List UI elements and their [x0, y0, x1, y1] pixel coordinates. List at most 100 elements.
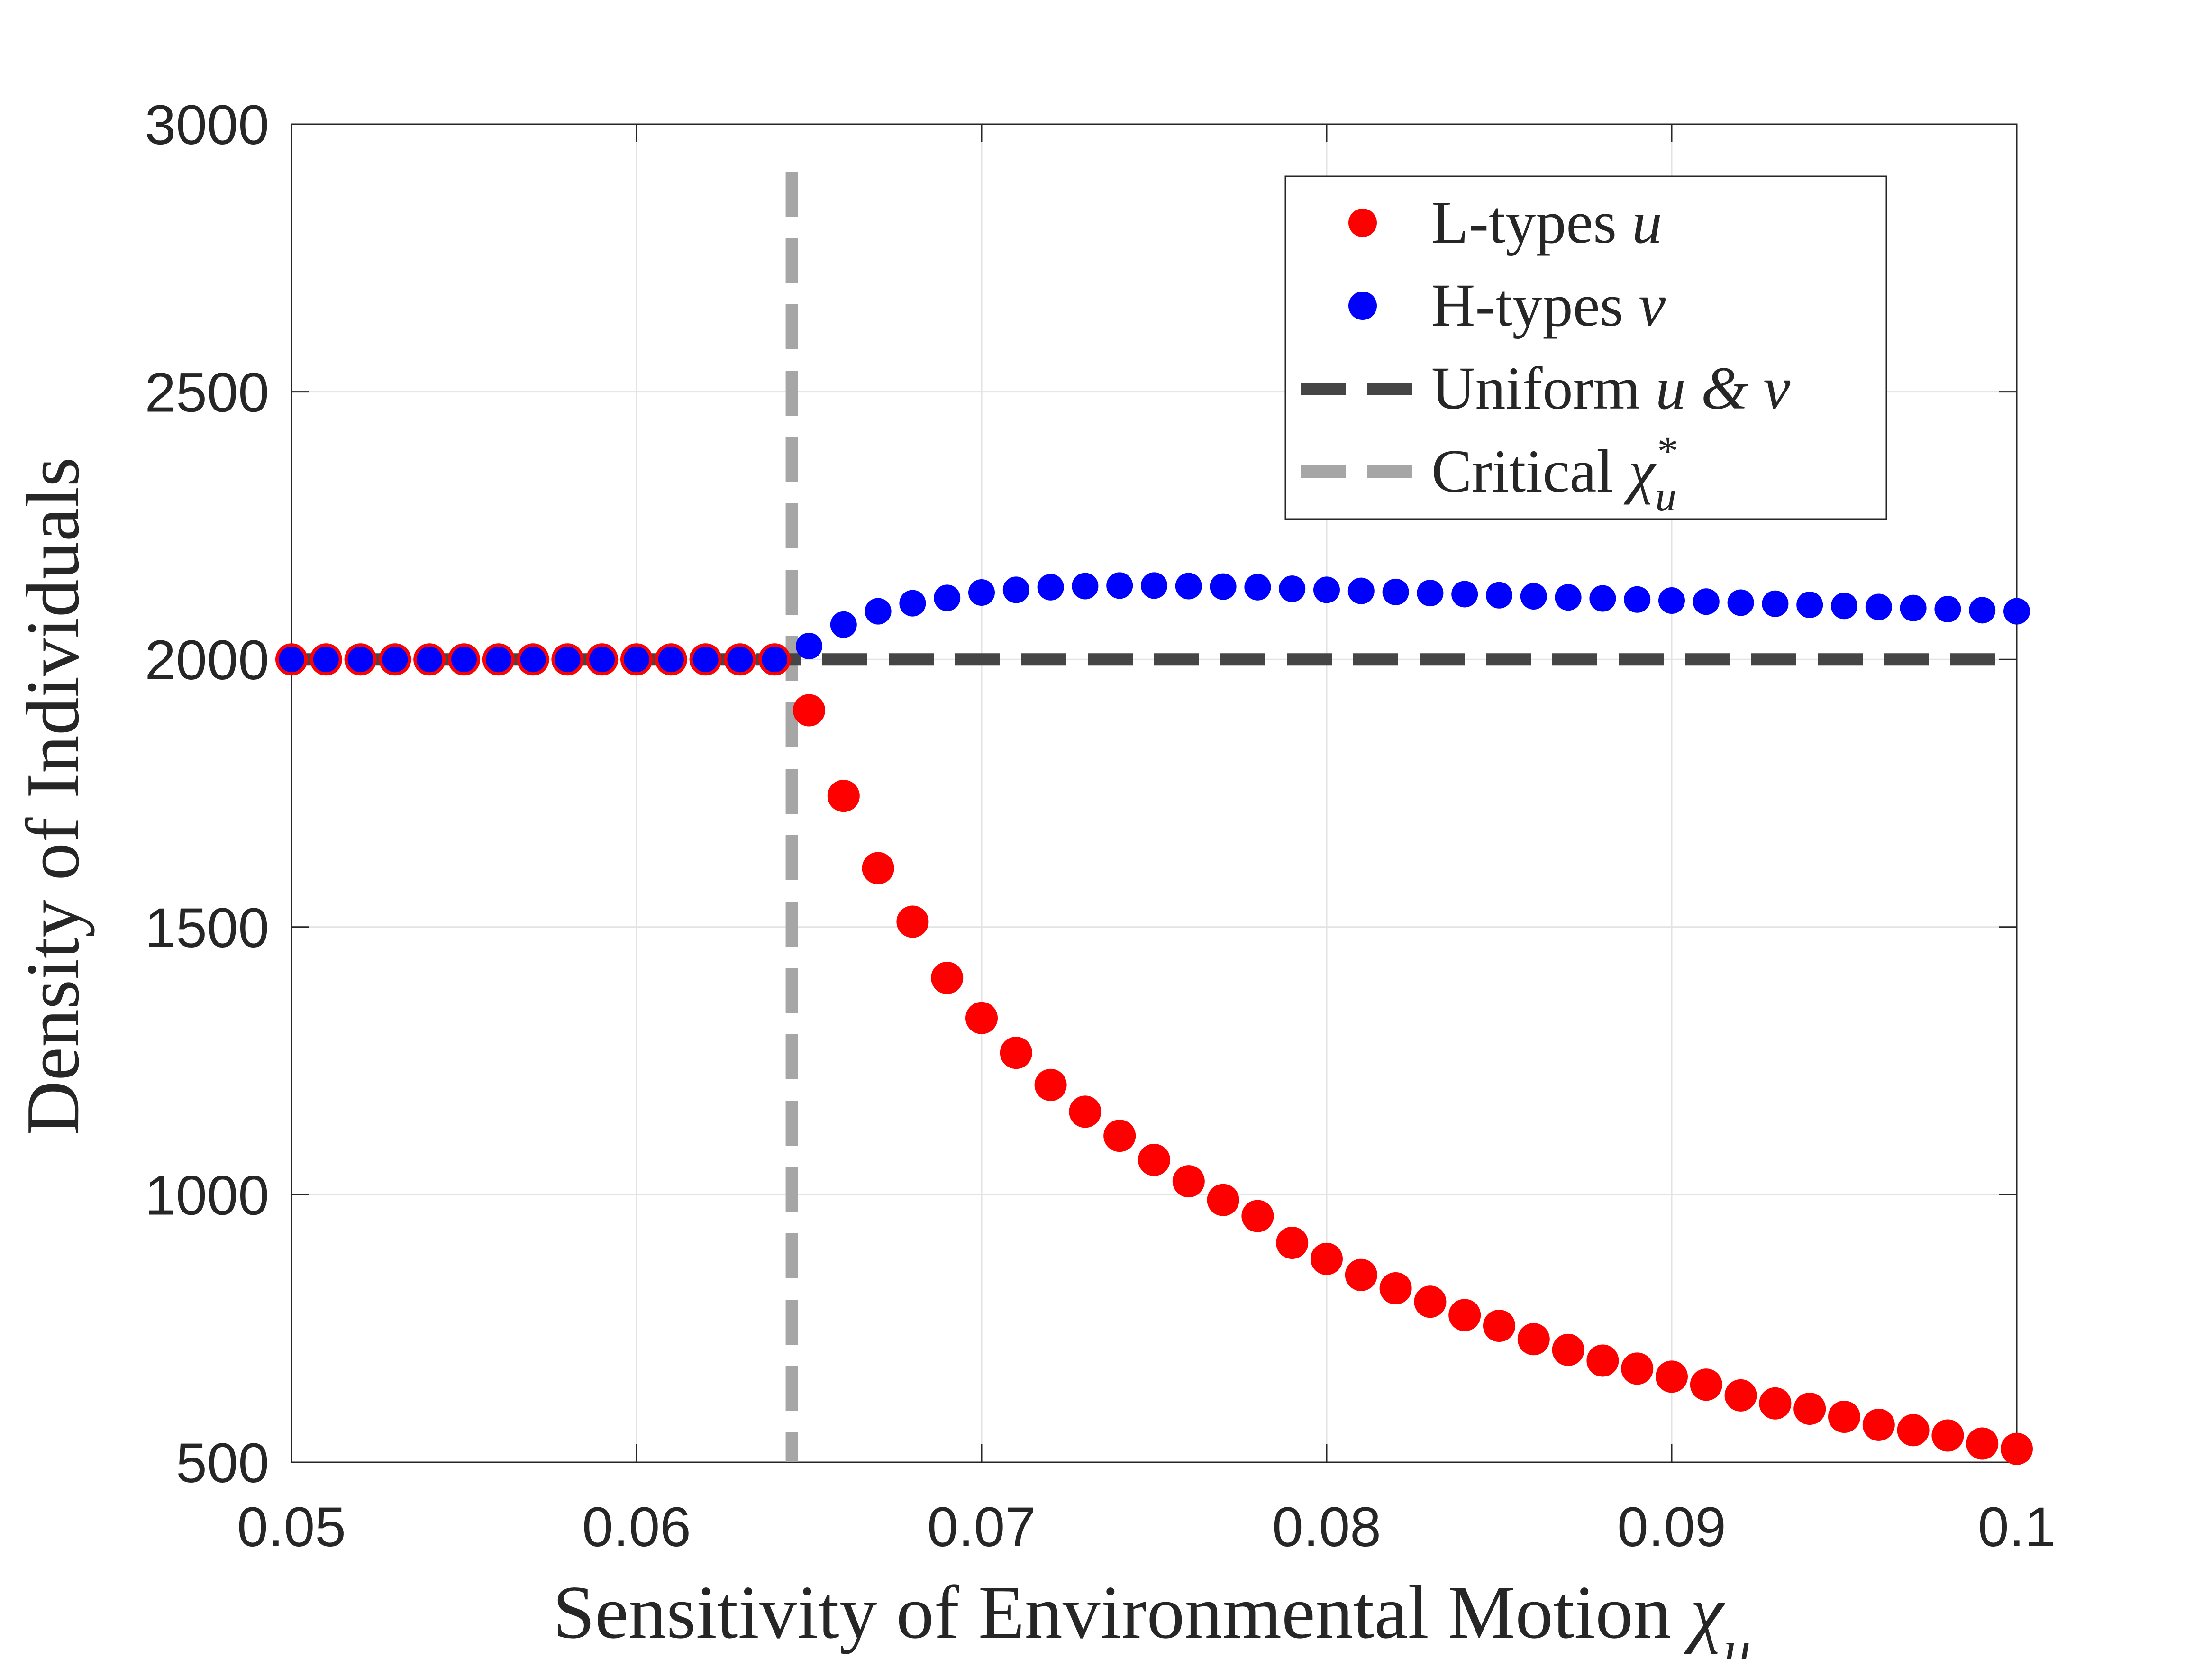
x-tick-label: 0.1: [1978, 1496, 2056, 1559]
legend-uniform-symbol: u & v: [1656, 355, 1791, 422]
l-types-point: [1207, 1184, 1239, 1216]
l-types-point: [1690, 1368, 1722, 1401]
legend-critical-symbol: χ: [1623, 438, 1657, 505]
y-tick-label: 500: [176, 1432, 269, 1495]
y-tick-label: 2000: [145, 629, 269, 692]
h-types-point: [1589, 585, 1616, 612]
h-types-point: [1486, 582, 1512, 609]
legend-entry-critical: Critical χ* u: [1301, 428, 1676, 520]
h-types-point: [1934, 596, 1961, 623]
h-types-point: [1693, 588, 1720, 615]
axis-ticks: [291, 123, 2018, 1463]
l-types-point: [1897, 1414, 1930, 1447]
svg-text:H-types v: H-types v: [1431, 272, 1666, 339]
l-types-point: [1241, 1200, 1274, 1232]
l-types-point: [1103, 1120, 1136, 1152]
svg-text:Uniform u & v: Uniform u & v: [1431, 355, 1790, 422]
y-tick-labels: 500 1000 1500 2000 2500 3000: [145, 94, 269, 1495]
h-types-point: [279, 647, 304, 673]
h-types-point: [1382, 578, 1409, 605]
h-types-point: [1037, 574, 1064, 601]
l-types-point: [2001, 1432, 2033, 1465]
plot-area-frame: [291, 123, 2018, 1463]
legend-critical-superscript: *: [1655, 428, 1676, 475]
h-types-point: [1762, 590, 1789, 617]
x-tick-labels: 0.05 0.06 0.07 0.08 0.09 0.1: [237, 1496, 2056, 1559]
h-types-point: [1796, 592, 1823, 619]
series-markers: [275, 572, 2033, 1465]
l-types-point: [1586, 1344, 1619, 1377]
h-types-point: [589, 647, 615, 673]
h-types-point: [555, 647, 581, 673]
h-types-point: [796, 632, 822, 659]
x-axis-subscript: u: [1723, 1620, 1751, 1659]
y-tick-label: 1000: [145, 1164, 269, 1227]
h-types-point: [313, 647, 339, 673]
h-types-point: [520, 647, 546, 673]
l-types-point: [1069, 1095, 1101, 1128]
h-types-point: [1175, 573, 1202, 600]
h-types-point: [1865, 593, 1892, 620]
h-types-point: [968, 579, 995, 606]
legend-l-types-marker: [1348, 209, 1377, 237]
x-tick-label: 0.08: [1272, 1496, 1381, 1559]
h-types-point: [2003, 598, 2030, 625]
l-types-point: [1414, 1285, 1447, 1318]
h-types-point: [347, 647, 373, 673]
x-tick-label: 0.06: [582, 1496, 691, 1559]
legend: L-types u H-types v Uniform u & v Critic…: [1284, 175, 1887, 520]
x-tick-label: 0.07: [927, 1496, 1036, 1559]
svg-text:Critical χ*u: Critical χ* u: [1431, 428, 1676, 520]
l-types-point: [965, 1002, 998, 1034]
l-types-point: [1000, 1037, 1032, 1069]
l-types-point: [1138, 1144, 1170, 1176]
legend-entry-uniform: Uniform u & v: [1301, 355, 1790, 422]
l-types-point: [1724, 1379, 1757, 1412]
h-types-point: [1831, 592, 1857, 620]
h-types-point: [1210, 573, 1237, 600]
h-types-point: [727, 647, 753, 673]
l-types-point: [1552, 1333, 1584, 1366]
l-types-point: [1759, 1387, 1792, 1420]
legend-entry-h-types: H-types v: [1348, 272, 1666, 339]
l-types-point: [1276, 1227, 1309, 1259]
h-types-point: [899, 590, 926, 617]
h-types-point: [1313, 576, 1340, 603]
h-types-point: [1555, 584, 1582, 611]
l-types-point: [1483, 1310, 1515, 1342]
h-types-point: [865, 598, 892, 625]
legend-l-types-symbol: u: [1632, 189, 1662, 256]
h-types-point: [1279, 575, 1306, 602]
l-types-point: [1862, 1408, 1895, 1441]
x-axis-symbol: χ: [1684, 1570, 1725, 1654]
l-types-point: [827, 780, 860, 812]
h-types-point: [1900, 594, 1927, 621]
h-types-point: [1002, 576, 1029, 603]
l-types-point: [1621, 1352, 1654, 1385]
legend-uniform-label: Uniform: [1431, 355, 1640, 422]
h-types-point: [1244, 574, 1271, 601]
h-types-point: [1727, 589, 1754, 616]
legend-critical-subscript: u: [1655, 473, 1676, 520]
x-tick-label: 0.09: [1617, 1496, 1726, 1559]
h-types-point: [658, 647, 684, 673]
l-types-point: [1311, 1242, 1343, 1275]
x-axis-title: Sensitivity of Environmental Motion χu: [553, 1570, 1751, 1659]
legend-l-types-label: L-types: [1431, 189, 1617, 256]
h-types-point: [451, 647, 477, 673]
h-types-point: [1347, 577, 1375, 604]
x-tick-label: 0.05: [237, 1496, 346, 1559]
h-types-point: [1658, 587, 1685, 614]
l-types-point: [1931, 1419, 1964, 1452]
h-types-point: [1417, 580, 1444, 607]
l-types-point: [1034, 1068, 1067, 1101]
l-types-point: [1345, 1258, 1377, 1291]
y-tick-label: 2500: [145, 362, 269, 424]
legend-h-types-symbol: v: [1639, 272, 1666, 339]
l-types-point: [1517, 1323, 1550, 1356]
l-types-point: [793, 694, 825, 727]
h-types-point: [1624, 586, 1651, 613]
h-types-point: [1141, 572, 1167, 599]
h-types-point: [692, 647, 719, 673]
